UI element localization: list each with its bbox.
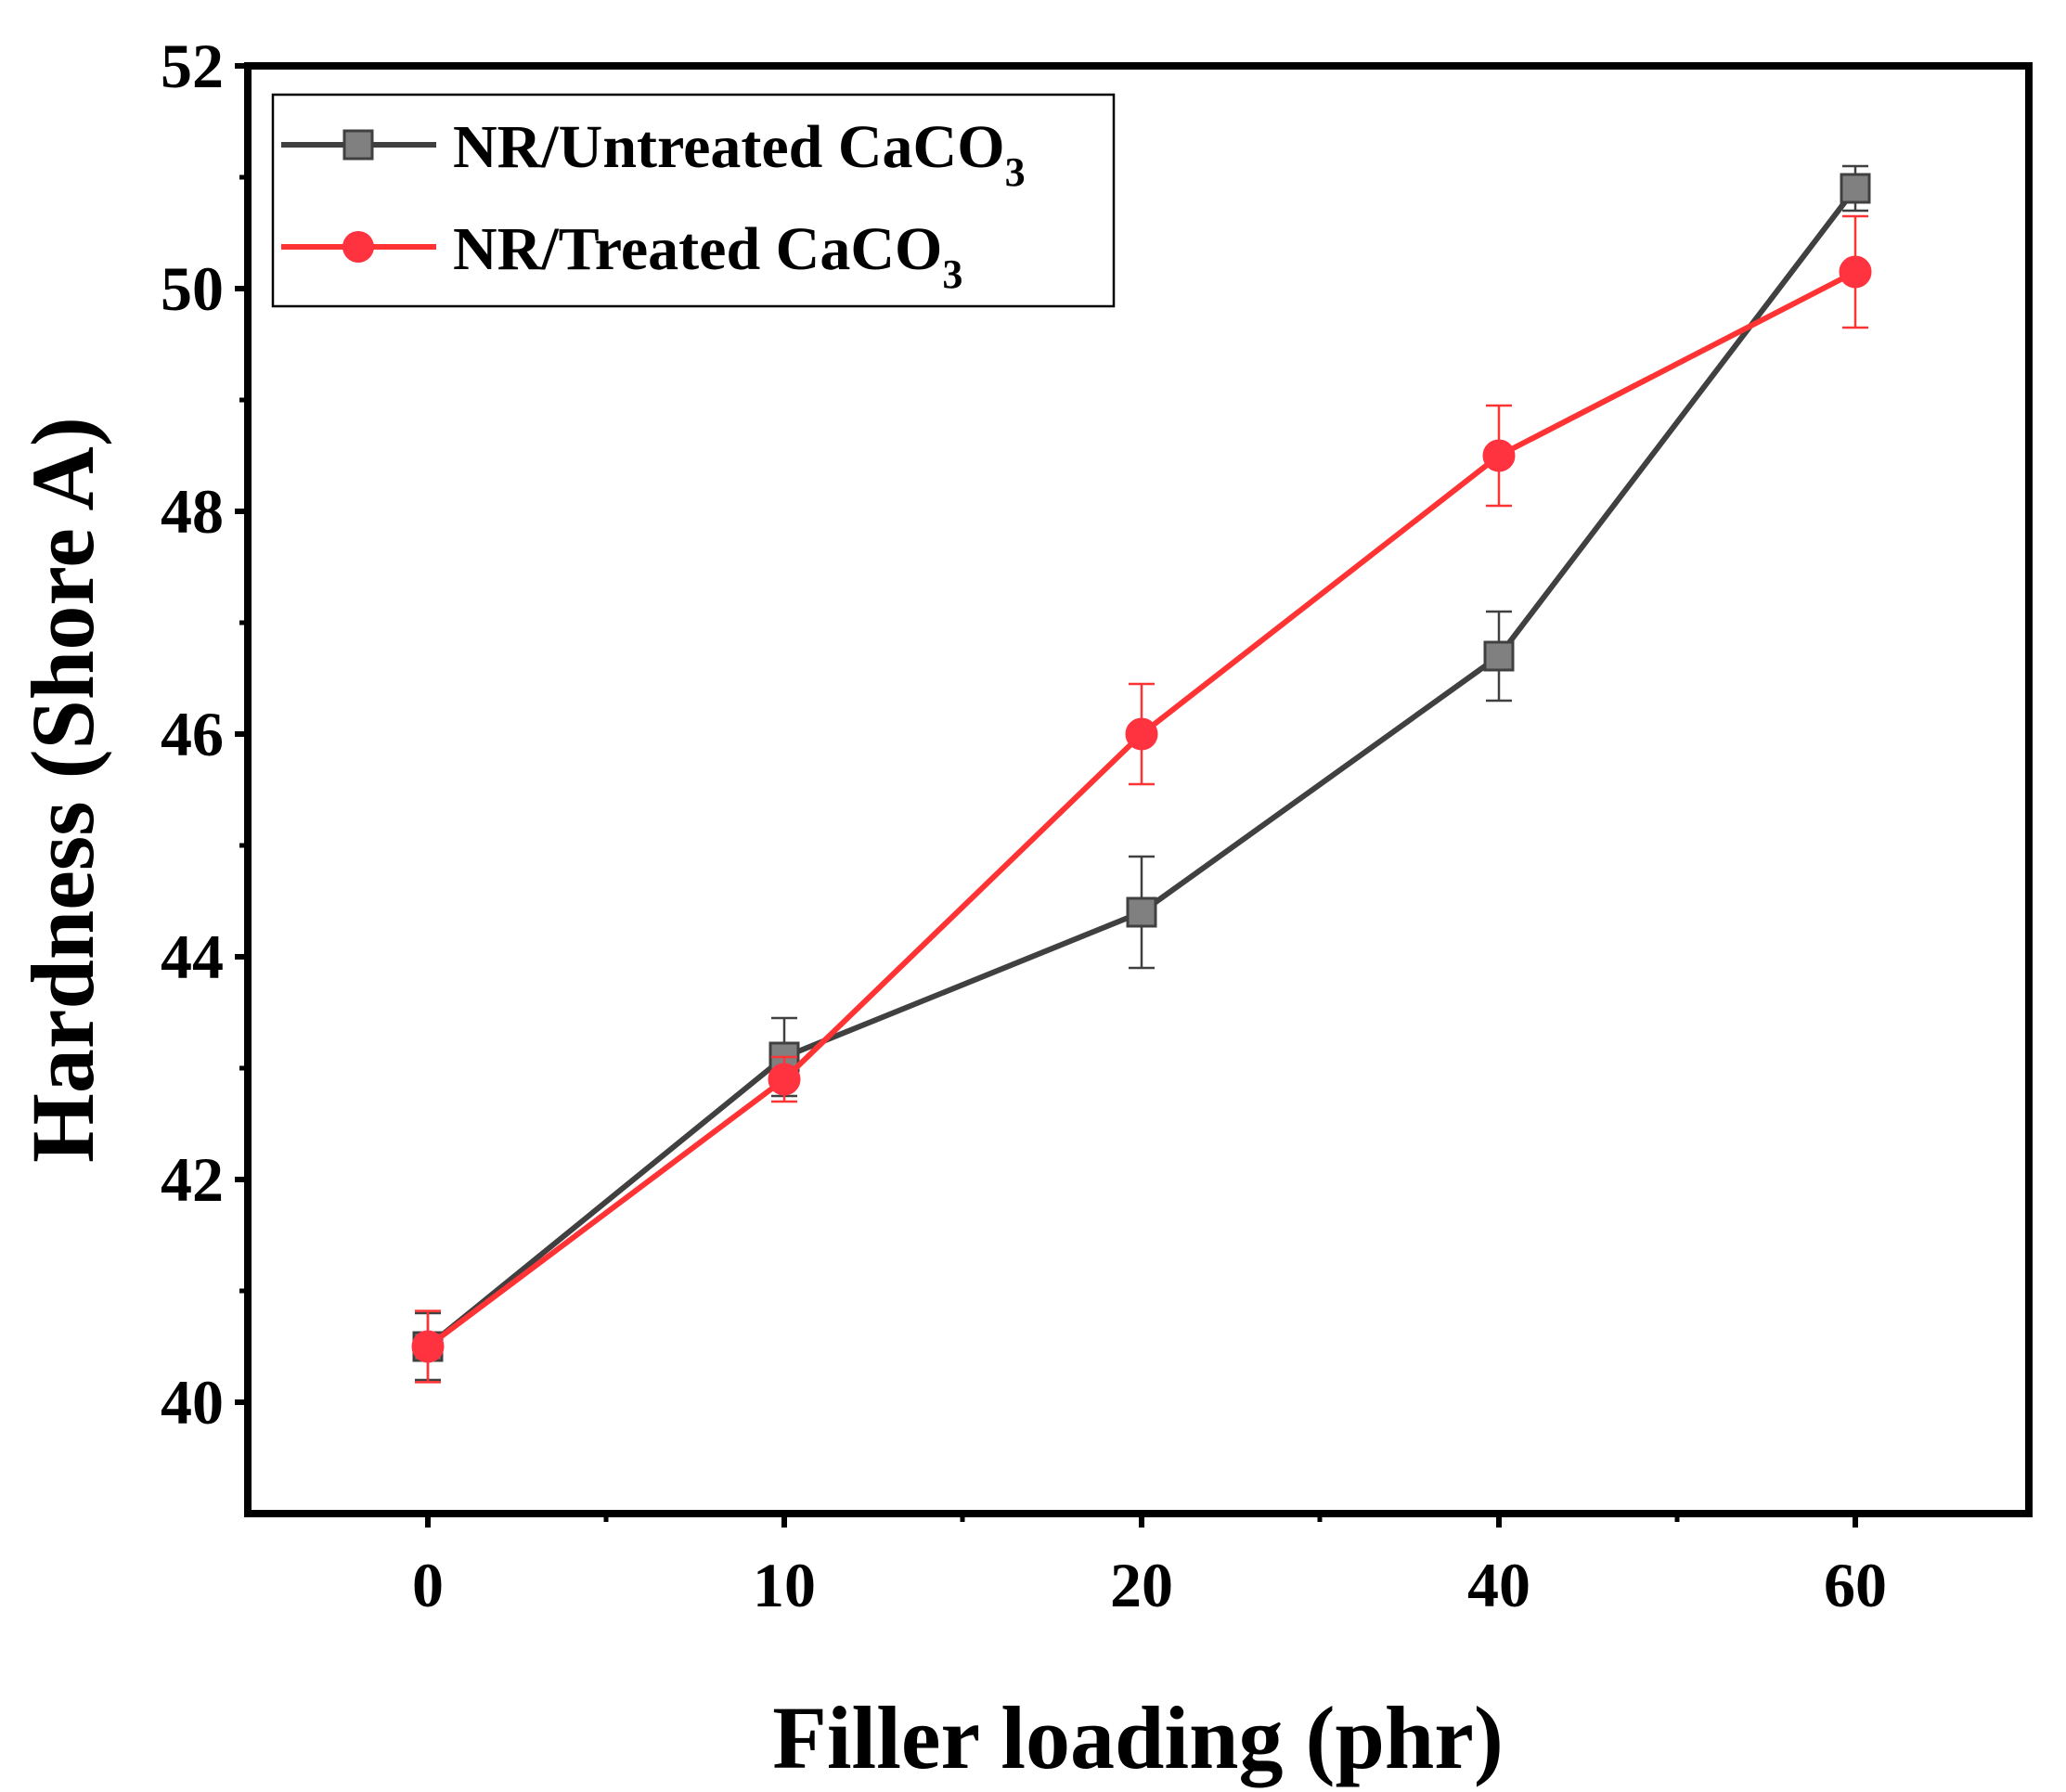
legend-label-subscript: 3 [1005,149,1026,195]
y-axis: 40 42 44 46 48 50 52 [161,31,248,1437]
legend-box [271,93,1116,308]
data-point [1483,640,1515,672]
x-tick-label: 40 [1467,1550,1530,1620]
legend-label-subscript: 3 [942,251,962,297]
data-point [1126,896,1157,928]
y-tick-label: 40 [161,1367,224,1437]
legend-label: NR/Treated CaCO3 [453,215,962,297]
data-point [1840,173,1871,204]
y-tick-label: 42 [161,1144,224,1215]
data-point [1125,717,1158,751]
plot-border [244,62,2033,1517]
y-tick-label: 48 [161,476,224,547]
y-tick-label: 50 [161,253,224,324]
data-point [1839,255,1872,289]
y-tick-label: 44 [161,922,224,992]
data-point [411,1330,445,1363]
legend-marker [342,231,374,263]
series-layer [411,164,1872,1384]
y-axis-title: Hardness (Shore A) [13,417,112,1163]
y-tick-label: 52 [161,31,224,101]
legend-label-text: NR/Treated CaCO [453,215,942,283]
y-tick-label: 46 [161,699,224,769]
legend-item: NR/Treated CaCO3 [281,215,962,297]
legend-marker [342,129,374,161]
x-axis-title: Filler loading (phr) [772,1688,1504,1787]
x-tick-label: 0 [412,1550,444,1620]
legend-label: NR/Untreated CaCO3 [453,113,1026,195]
legend-item: NR/Untreated CaCO3 [281,113,1026,195]
data-point [768,1063,801,1096]
x-tick-label: 20 [1110,1550,1173,1620]
plot-area [244,62,2033,1517]
x-axis: 0 10 20 40 60 [412,1514,1887,1620]
x-tick-label: 10 [753,1550,816,1620]
x-tick-label: 60 [1824,1550,1887,1620]
legend-label-text: NR/Untreated CaCO [453,113,1005,181]
series-treated [411,214,1872,1384]
data-point [1482,439,1516,472]
